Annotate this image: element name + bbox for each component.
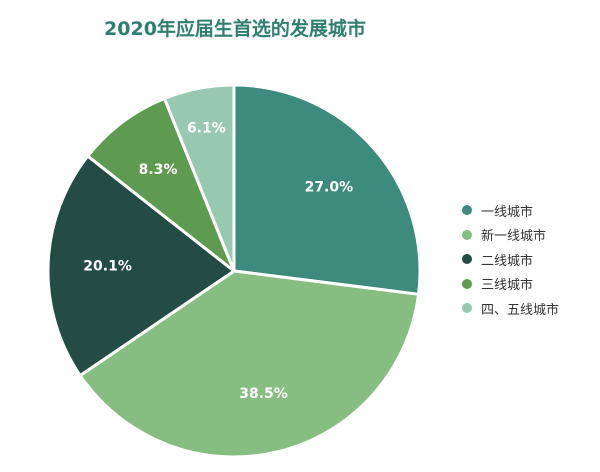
slice-value-label: 38.5% (239, 386, 288, 402)
legend-item: 三线城市 (462, 272, 559, 297)
legend: 一线城市新一线城市二线城市三线城市四、五线城市 (462, 198, 559, 321)
pie-slice-2 (78, 269, 421, 459)
pie-slices (46, 83, 422, 459)
slice-value-label: 27.0% (305, 179, 354, 195)
legend-item: 一线城市 (462, 198, 559, 223)
legend-label: 三线城市 (481, 278, 534, 294)
legend-swatch (462, 303, 472, 314)
chart-title: 2020年应届生首选的发展城市 (104, 18, 366, 40)
pie-slice-3 (46, 154, 236, 378)
legend-swatch (462, 254, 472, 265)
legend-swatch (462, 278, 472, 289)
slice-value-label: 6.1% (187, 121, 226, 137)
legend-label: 四、五线城市 (481, 302, 560, 318)
legend-item: 新一线城市 (462, 223, 559, 248)
slice-value-label: 20.1% (83, 259, 132, 275)
legend-label: 一线城市 (481, 204, 534, 220)
slice-labels: 27.0% 38.5% 20.1% 8.3% 6.1% (83, 121, 353, 402)
legend-label: 二线城市 (481, 253, 534, 269)
legend-label: 新一线城市 (481, 229, 547, 245)
pie-slice-5 (162, 83, 236, 273)
slice-value-label: 8.3% (139, 162, 178, 178)
pie-slice-4 (86, 96, 236, 273)
legend-swatch (462, 229, 472, 240)
pie-slice-1 (232, 83, 422, 296)
legend-item: 二线城市 (462, 247, 559, 272)
legend-swatch (462, 205, 472, 216)
legend-item: 四、五线城市 (462, 296, 559, 321)
